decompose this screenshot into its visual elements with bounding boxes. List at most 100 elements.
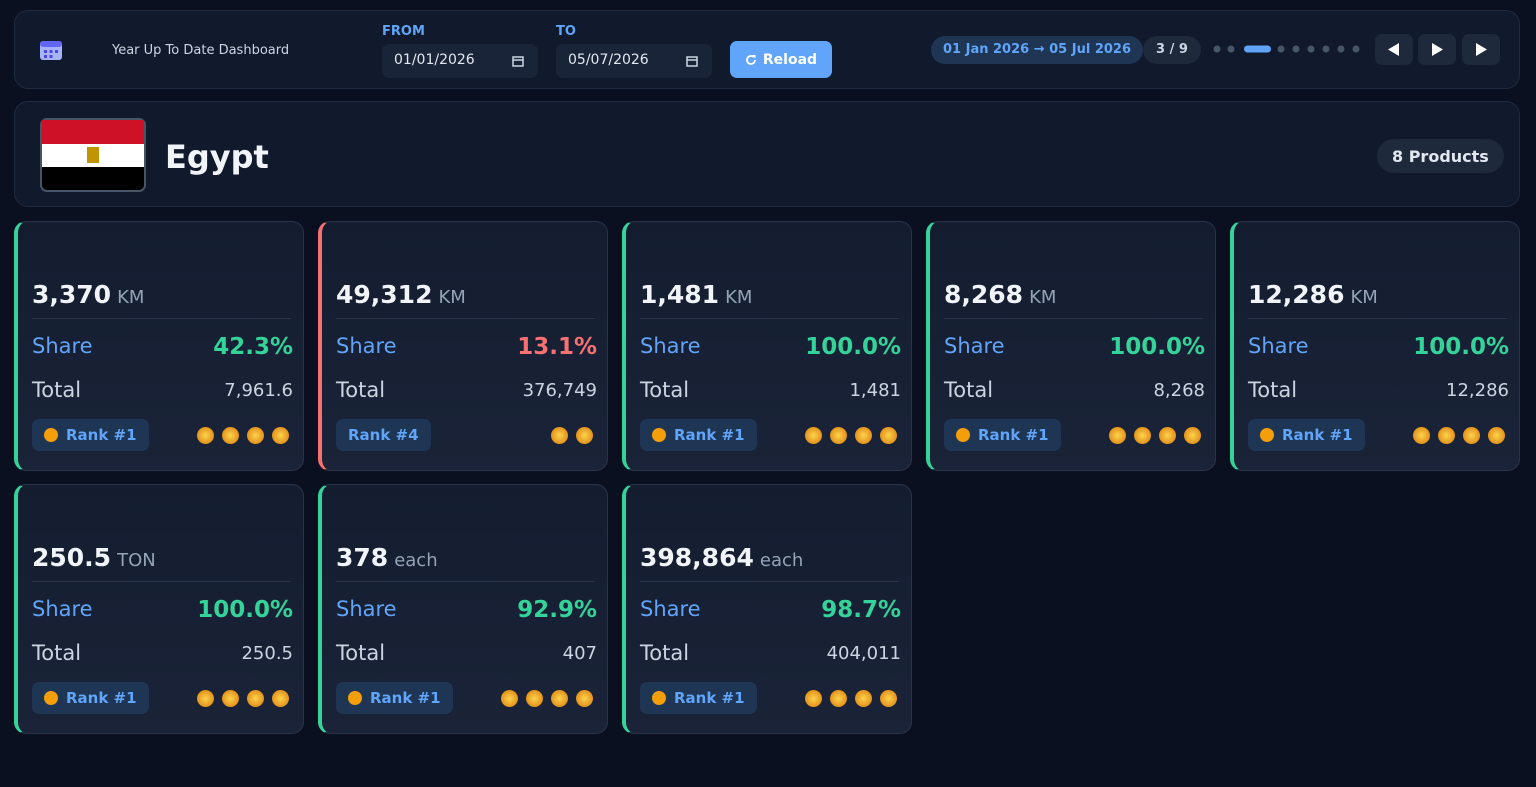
rank-label: Rank #1	[1282, 426, 1353, 444]
coin-rating	[197, 690, 289, 707]
rank-label: Rank #4	[348, 426, 419, 444]
share-label: Share	[1248, 334, 1309, 358]
amount-unit: KM	[117, 287, 145, 308]
rank-badge: Rank #1	[944, 419, 1061, 451]
divider	[32, 581, 291, 582]
total-value: 376,749	[522, 380, 597, 401]
total-label: Total	[336, 641, 386, 665]
to-label: TO	[556, 24, 576, 39]
amount: 398,864 each	[640, 543, 803, 572]
share-value: 13.1%	[517, 334, 597, 360]
coin-icon	[222, 427, 239, 444]
reload-label: Reload	[762, 51, 818, 68]
coin-rating	[805, 427, 897, 444]
share-value: 98.7%	[821, 597, 901, 623]
product-card[interactable]: 12,286 KM Share 100.0% Total 12,286 Rank #1	[1230, 221, 1520, 471]
total-label: Total	[640, 378, 690, 402]
share-value: 92.9%	[517, 597, 597, 623]
total-value: 404,011	[826, 643, 901, 664]
total-label: Total	[32, 378, 82, 402]
total-value: 1,481	[849, 380, 901, 401]
coin-icon	[830, 690, 847, 707]
product-card[interactable]: 3,370 KM Share 42.3% Total 7,961.6 Rank #1	[14, 221, 304, 471]
coin-rating	[1109, 427, 1201, 444]
product-card[interactable]: 8,268 KM Share 100.0% Total 8,268 Rank #1	[926, 221, 1216, 471]
reload-icon	[746, 54, 756, 65]
divider	[32, 318, 291, 319]
prev-button[interactable]	[1375, 34, 1413, 65]
coin-icon	[805, 690, 822, 707]
total-value: 12,286	[1446, 380, 1509, 401]
divider	[1248, 318, 1507, 319]
from-input[interactable]: 01/01/2026	[382, 44, 538, 78]
coin-icon	[247, 427, 264, 444]
amount-value: 398,864	[640, 543, 754, 572]
prev-icon	[1388, 43, 1399, 56]
coin-rating	[805, 690, 897, 707]
coin-icon	[247, 690, 264, 707]
total-label: Total	[944, 378, 994, 402]
share-label: Share	[32, 334, 93, 358]
product-card[interactable]: 378 each Share 92.9% Total 407 Rank #1	[318, 484, 608, 734]
product-count: 8 Products	[1377, 139, 1504, 173]
next-button[interactable]	[1462, 34, 1500, 65]
amount-value: 12,286	[1248, 280, 1345, 309]
country-name: Egypt	[165, 138, 269, 176]
rank-badge: Rank #1	[32, 419, 149, 451]
coin-icon	[805, 427, 822, 444]
amount-unit: each	[394, 550, 438, 571]
amount-value: 8,268	[944, 280, 1024, 309]
rank-badge: Rank #1	[1248, 419, 1365, 451]
medal-icon	[44, 428, 58, 442]
total-label: Total	[32, 641, 82, 665]
coin-icon	[1438, 427, 1455, 444]
coin-icon	[1134, 427, 1151, 444]
amount: 3,370 KM	[32, 280, 144, 309]
to-input[interactable]: 05/07/2026	[556, 44, 712, 78]
rank-label: Rank #1	[978, 426, 1049, 444]
coin-icon	[501, 690, 518, 707]
product-card[interactable]: 250.5 TON Share 100.0% Total 250.5 Rank #1	[14, 484, 304, 734]
divider	[640, 581, 899, 582]
rank-label: Rank #1	[370, 689, 441, 707]
share-label: Share	[640, 597, 701, 621]
play-icon	[1432, 43, 1443, 56]
coin-rating	[1413, 427, 1505, 444]
product-card[interactable]: 49,312 KM Share 13.1% Total 376,749 Rank #4	[318, 221, 608, 471]
amount: 12,286 KM	[1248, 280, 1378, 309]
country-panel: Egypt 8 Products	[14, 101, 1520, 207]
amount-value: 1,481	[640, 280, 720, 309]
amount: 8,268 KM	[944, 280, 1056, 309]
share-label: Share	[944, 334, 1005, 358]
medal-icon	[956, 428, 970, 442]
total-value: 250.5	[241, 643, 293, 664]
coin-rating	[197, 427, 289, 444]
reload-button[interactable]: Reload	[730, 41, 832, 78]
medal-icon	[1260, 428, 1274, 442]
amount: 250.5 TON	[32, 543, 156, 572]
rank-label: Rank #1	[674, 426, 745, 444]
share-label: Share	[640, 334, 701, 358]
amount-unit: each	[759, 550, 804, 571]
product-card[interactable]: 398,864 each Share 98.7% Total 404,011 Rank #1	[622, 484, 912, 734]
share-value: 42.3%	[213, 334, 293, 360]
coin-rating	[501, 690, 593, 707]
date-icon	[512, 56, 524, 67]
product-card[interactable]: 1,481 KM Share 100.0% Total 1,481 Rank #1	[622, 221, 912, 471]
share-value: 100.0%	[1109, 334, 1205, 360]
rank-badge: Rank #1	[336, 682, 453, 714]
divider	[336, 581, 595, 582]
coin-icon	[526, 690, 543, 707]
coin-icon	[830, 427, 847, 444]
amount: 1,481 KM	[640, 280, 752, 309]
rank-label: Rank #1	[66, 426, 137, 444]
next-icon	[1476, 43, 1487, 56]
coin-icon	[197, 427, 214, 444]
total-label: Total	[640, 641, 690, 665]
share-value: 100.0%	[197, 597, 293, 623]
header-bar: Year Up To Date Dashboard FROM 01/01/202…	[14, 10, 1520, 89]
rank-label: Rank #1	[674, 689, 745, 707]
rank-badge: Rank #4	[336, 419, 431, 451]
play-button[interactable]	[1418, 34, 1456, 65]
